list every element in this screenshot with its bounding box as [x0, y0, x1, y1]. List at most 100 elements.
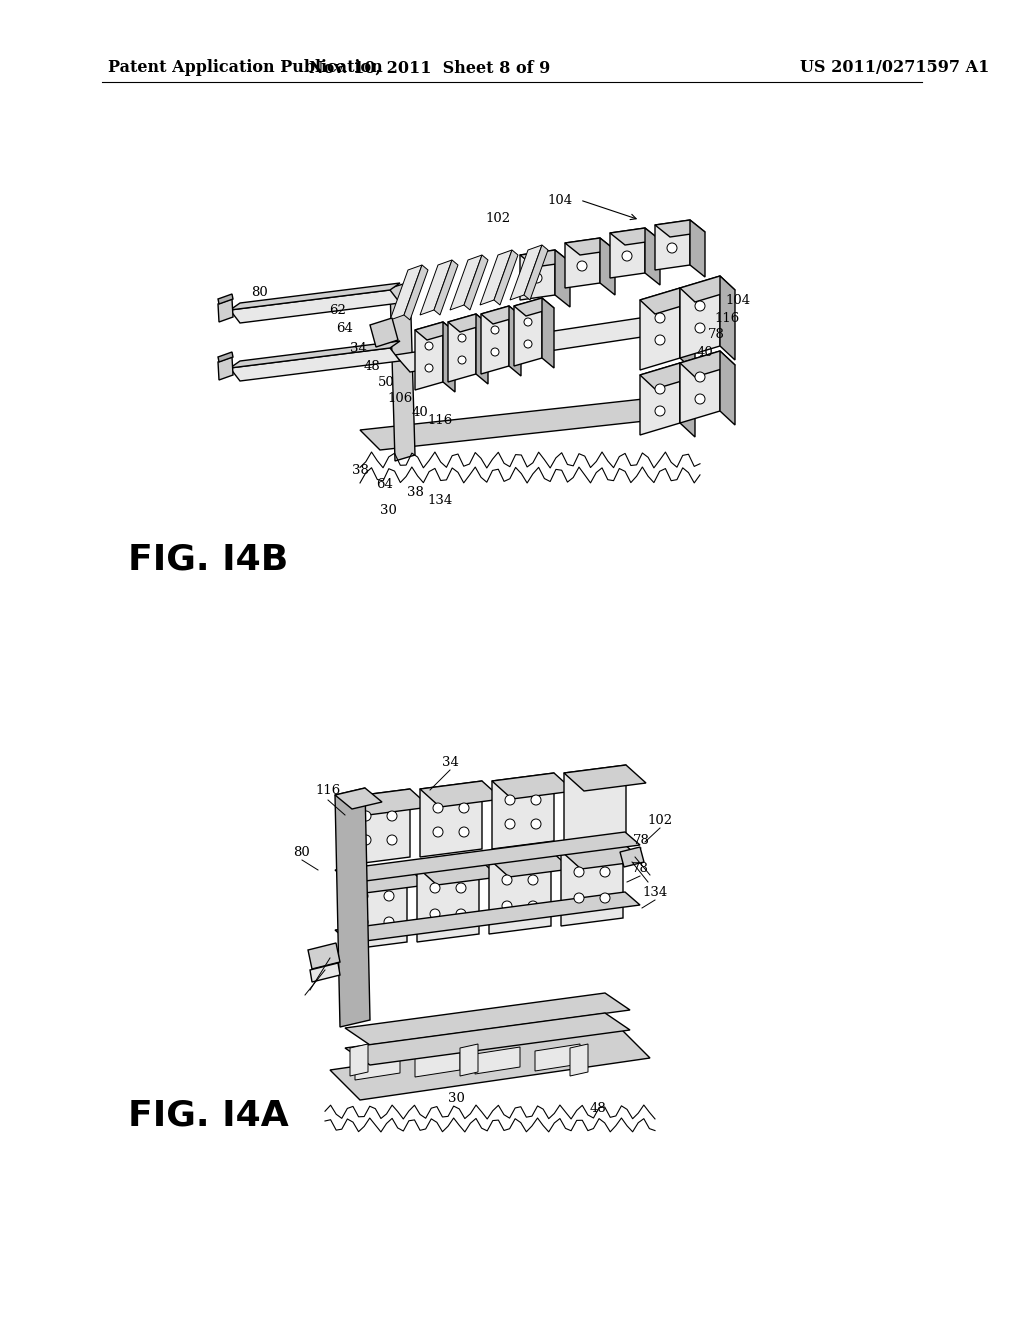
Polygon shape [345, 867, 407, 950]
Circle shape [524, 318, 532, 326]
Text: 78: 78 [708, 329, 724, 342]
Polygon shape [561, 843, 623, 927]
Text: 78: 78 [633, 833, 649, 846]
Text: 116: 116 [715, 312, 739, 325]
Circle shape [528, 902, 538, 911]
Polygon shape [690, 220, 705, 277]
Circle shape [600, 894, 610, 903]
Polygon shape [640, 363, 680, 436]
Polygon shape [555, 249, 570, 308]
Text: 48: 48 [364, 359, 380, 372]
Polygon shape [390, 282, 415, 461]
Polygon shape [564, 766, 626, 841]
Polygon shape [420, 781, 502, 807]
Circle shape [430, 909, 440, 919]
Text: 104: 104 [725, 293, 751, 306]
Polygon shape [218, 294, 233, 304]
Polygon shape [395, 318, 655, 372]
Circle shape [384, 917, 394, 927]
Polygon shape [404, 265, 428, 319]
Polygon shape [680, 276, 735, 302]
Polygon shape [420, 781, 482, 857]
Polygon shape [348, 789, 410, 865]
Circle shape [622, 251, 632, 261]
Circle shape [361, 836, 371, 845]
Text: 104: 104 [548, 194, 572, 206]
Polygon shape [345, 993, 630, 1045]
Polygon shape [492, 774, 554, 849]
Polygon shape [564, 766, 646, 791]
Polygon shape [492, 774, 574, 799]
Circle shape [425, 364, 433, 372]
Circle shape [387, 810, 397, 821]
Text: 34: 34 [441, 755, 459, 768]
Circle shape [505, 818, 515, 829]
Polygon shape [230, 290, 400, 323]
Polygon shape [655, 220, 690, 271]
Polygon shape [460, 1044, 478, 1076]
Text: FIG. I4A: FIG. I4A [128, 1098, 289, 1133]
Polygon shape [720, 351, 735, 425]
Text: Patent Application Publication: Patent Application Publication [108, 59, 383, 77]
Polygon shape [655, 220, 705, 238]
Polygon shape [450, 255, 482, 310]
Polygon shape [348, 789, 430, 814]
Polygon shape [420, 260, 452, 315]
Polygon shape [345, 867, 427, 894]
Text: 116: 116 [427, 413, 453, 426]
Polygon shape [218, 300, 233, 322]
Polygon shape [520, 249, 555, 300]
Polygon shape [370, 318, 398, 347]
Polygon shape [600, 238, 615, 294]
Circle shape [531, 795, 541, 805]
Circle shape [655, 313, 665, 323]
Polygon shape [330, 1028, 650, 1100]
Circle shape [577, 787, 587, 797]
Circle shape [361, 810, 371, 821]
Polygon shape [489, 851, 551, 935]
Polygon shape [610, 228, 645, 279]
Circle shape [532, 273, 542, 282]
Polygon shape [514, 298, 542, 366]
Polygon shape [481, 306, 509, 374]
Polygon shape [335, 788, 370, 1027]
Circle shape [502, 875, 512, 884]
Polygon shape [350, 1044, 368, 1076]
Polygon shape [335, 892, 640, 942]
Circle shape [600, 867, 610, 876]
Circle shape [459, 803, 469, 813]
Polygon shape [640, 288, 695, 314]
Polygon shape [443, 322, 455, 392]
Text: 40: 40 [412, 405, 428, 418]
Polygon shape [620, 847, 644, 867]
Polygon shape [561, 843, 643, 869]
Text: 30: 30 [380, 503, 396, 516]
Polygon shape [570, 1044, 588, 1076]
Polygon shape [230, 341, 400, 368]
Polygon shape [449, 314, 476, 381]
Text: 48: 48 [590, 1101, 606, 1114]
Polygon shape [680, 288, 695, 372]
Polygon shape [542, 298, 554, 368]
Polygon shape [520, 249, 570, 267]
Circle shape [603, 787, 613, 797]
Text: 64: 64 [337, 322, 353, 334]
Polygon shape [417, 859, 499, 884]
Circle shape [459, 828, 469, 837]
Circle shape [490, 348, 499, 356]
Text: 38: 38 [407, 487, 424, 499]
Polygon shape [415, 322, 455, 341]
Circle shape [577, 261, 587, 271]
Polygon shape [509, 306, 521, 376]
Polygon shape [476, 314, 488, 384]
Circle shape [574, 867, 584, 876]
Text: 38: 38 [351, 463, 369, 477]
Circle shape [456, 909, 466, 919]
Polygon shape [610, 228, 660, 246]
Text: 102: 102 [647, 813, 673, 826]
Circle shape [505, 795, 515, 805]
Polygon shape [415, 1049, 460, 1077]
Circle shape [667, 243, 677, 253]
Text: 62: 62 [330, 304, 346, 317]
Circle shape [433, 828, 443, 837]
